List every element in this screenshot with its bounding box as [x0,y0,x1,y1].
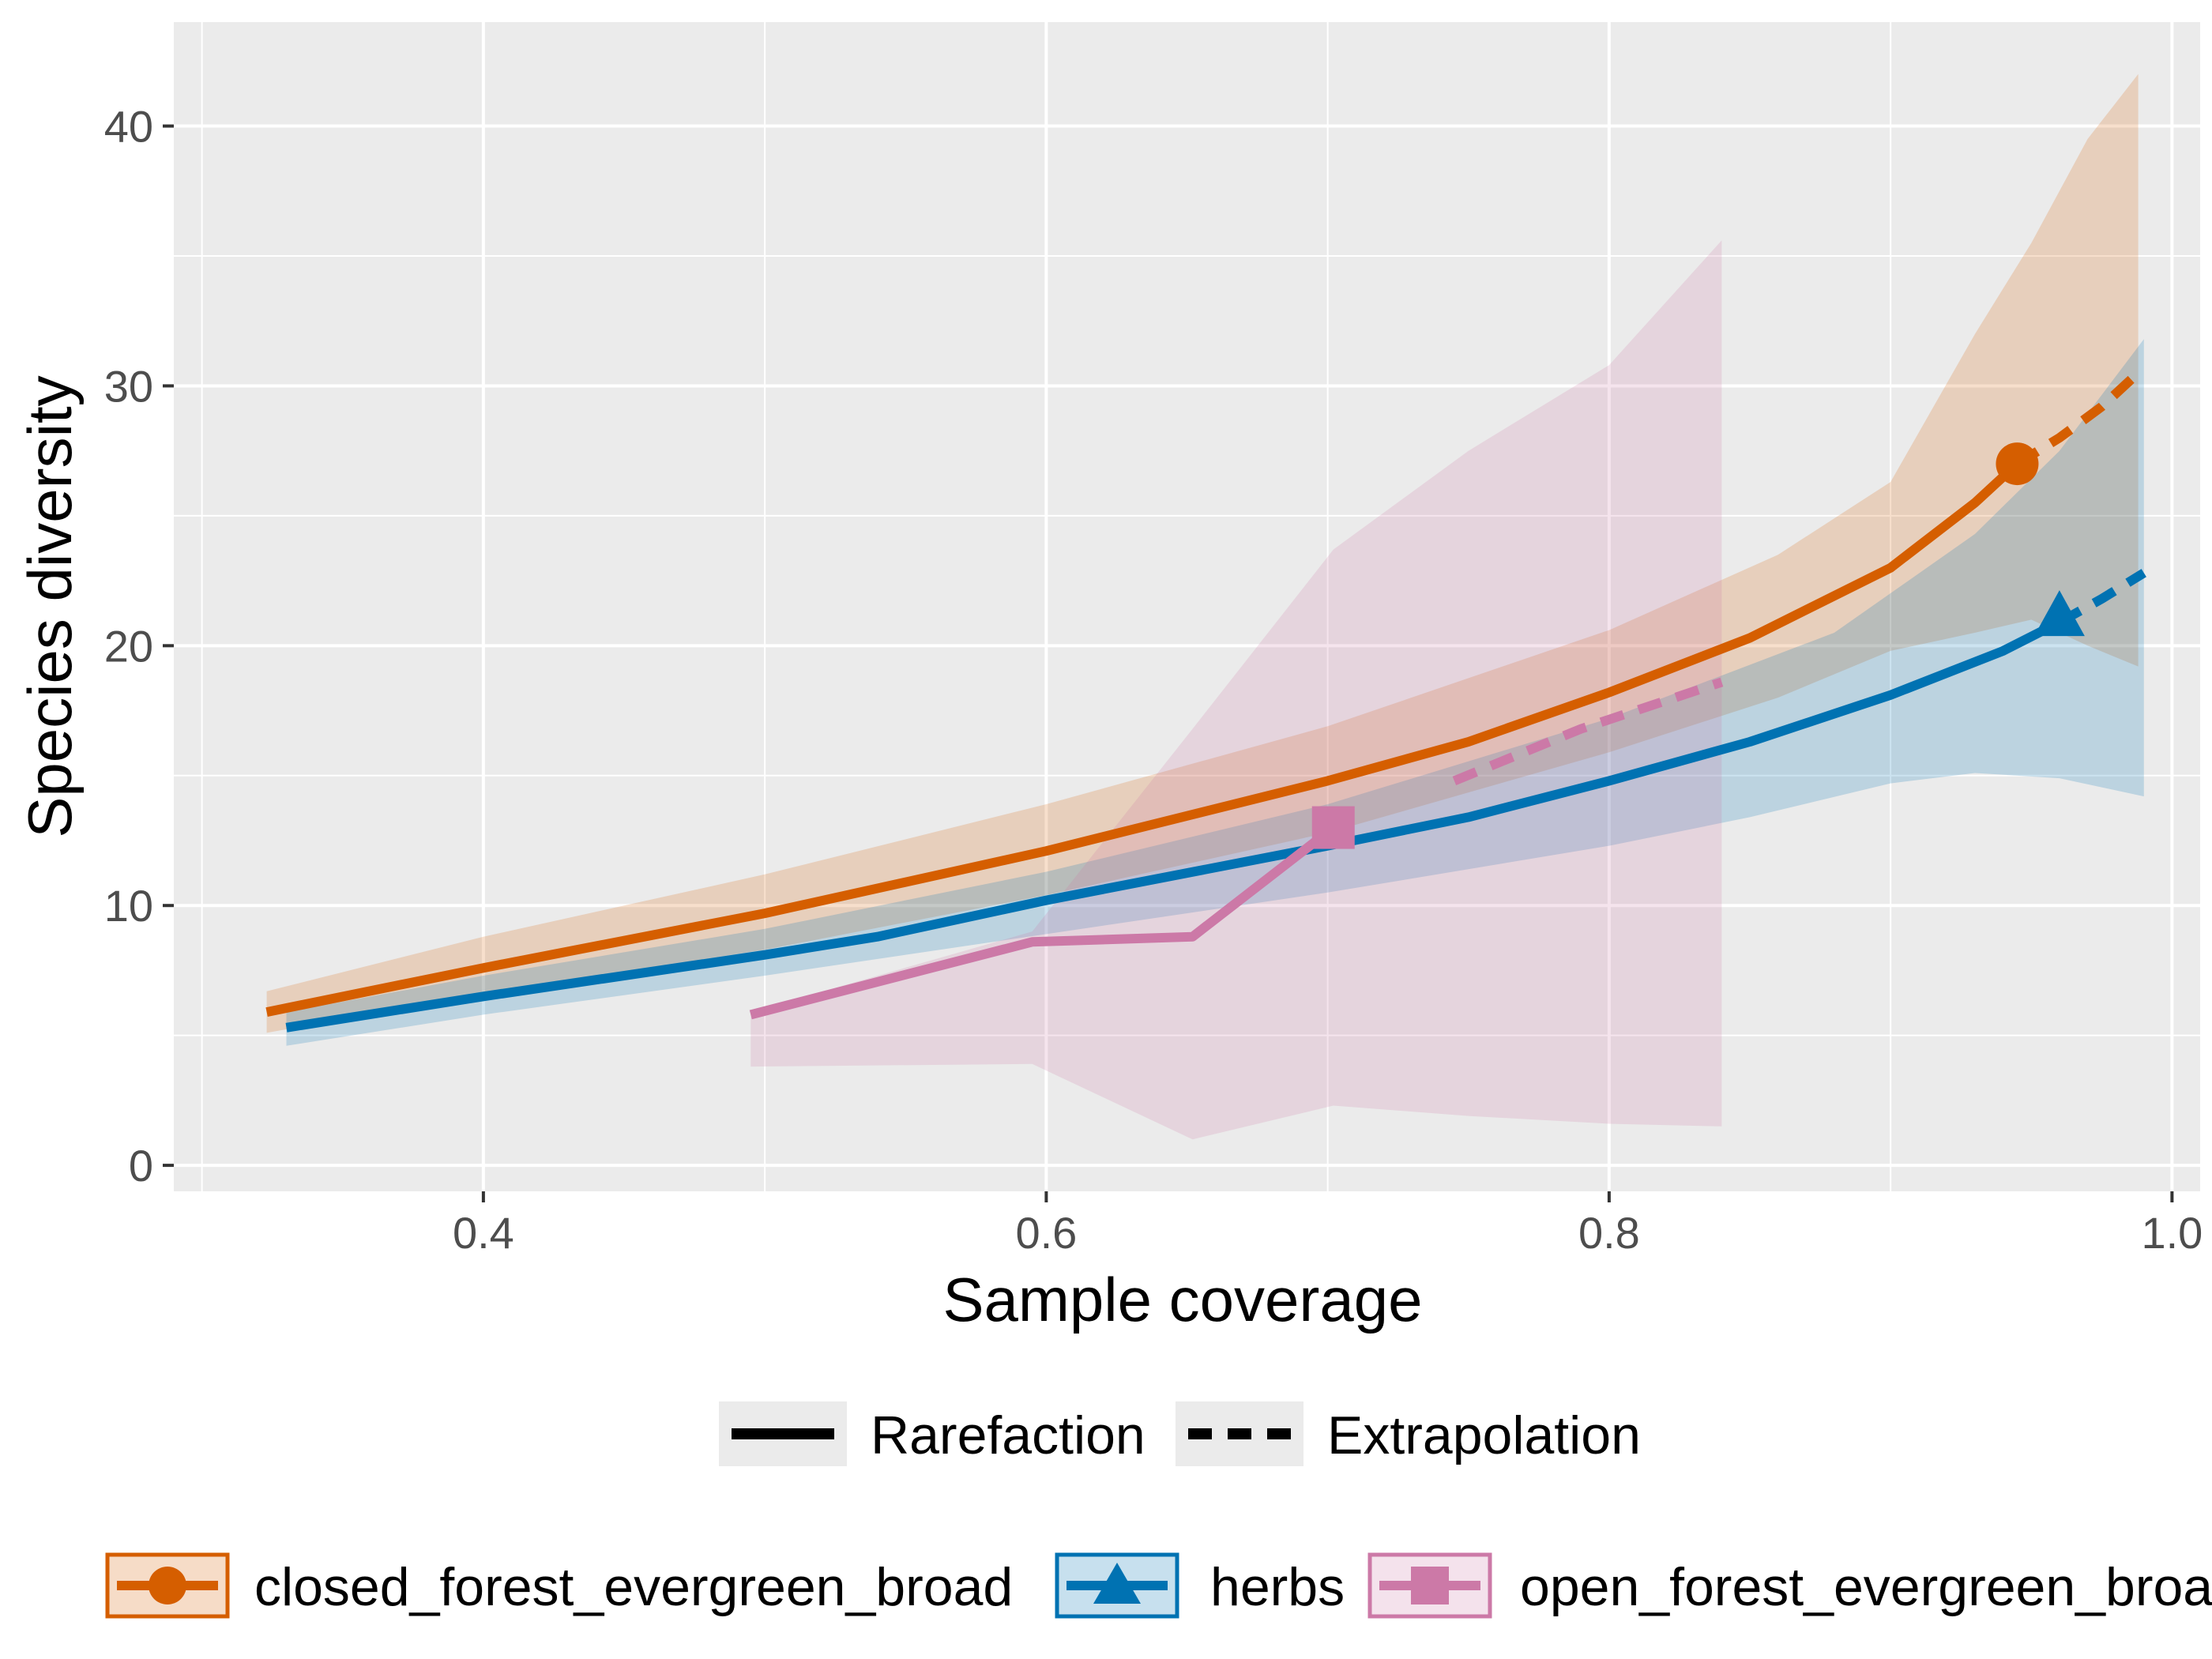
confidence-ribbons [266,73,2144,1140]
triangle-icon [1093,1563,1141,1604]
extrapolation-line-0 [2014,369,2142,468]
minor-gridlines [174,22,2200,1191]
rarefaction-line-1 [285,618,2062,1033]
legend-item-closed-forest: closed_forest_evergreen_broad [105,1552,1013,1619]
y-axis: 0 10 20 30 40 [104,102,174,1191]
linetype-legend: Rarefaction Extrapolation [719,1401,1641,1466]
extrapolation-line-2 [1452,677,1724,785]
x-tick-label: 0.4 [453,1208,514,1258]
legend-label-closed-forest: closed_forest_evergreen_broad [254,1557,1013,1617]
rarefaction-line-0 [265,460,2021,1017]
y-tick-label: 20 [104,621,153,671]
legend-label-rarefaction: Rarefaction [871,1405,1146,1465]
ci-ribbon-2 [750,240,1722,1140]
legend-label-open-forest: open_forest_evergreen_broa [1520,1557,2212,1617]
x-axis: 0.4 0.6 0.8 1.0 [453,1191,2203,1258]
observed-markers [1311,442,2085,849]
x-tick-label: 0.6 [1015,1208,1077,1258]
observed-point-1 [2033,590,2085,637]
y-tick-label: 30 [104,361,153,411]
rarefaction-line-2 [749,823,1337,1020]
major-gridlines [174,22,2200,1191]
y-tick-label: 0 [129,1141,153,1191]
legend-label-extrapolation: Extrapolation [1327,1405,1641,1465]
observed-point-0 [1996,442,2039,486]
circle-icon [149,1567,186,1604]
legend-label-herbs: herbs [1210,1557,1345,1617]
x-tick-label: 1.0 [2141,1208,2203,1258]
x-tick-label: 0.8 [1578,1208,1640,1258]
observed-point-2 [1311,806,1355,849]
ci-ribbon-0 [266,73,2139,1033]
legend-item-open-forest: open_forest_evergreen_broa [1367,1552,2212,1619]
ci-ribbon-1 [286,339,2144,1046]
y-axis-title: Species diversity [15,375,85,837]
x-axis-title: Sample coverage [942,1265,1422,1334]
y-tick-label: 10 [104,881,153,931]
series-lines [265,369,2146,1033]
y-tick-label: 40 [104,102,153,152]
square-icon [1411,1567,1449,1604]
series-legend: closed_forest_evergreen_broad herbs open… [105,1552,2212,1619]
legend-item-herbs: herbs [1055,1552,1345,1619]
extrapolation-line-1 [2056,569,2146,626]
